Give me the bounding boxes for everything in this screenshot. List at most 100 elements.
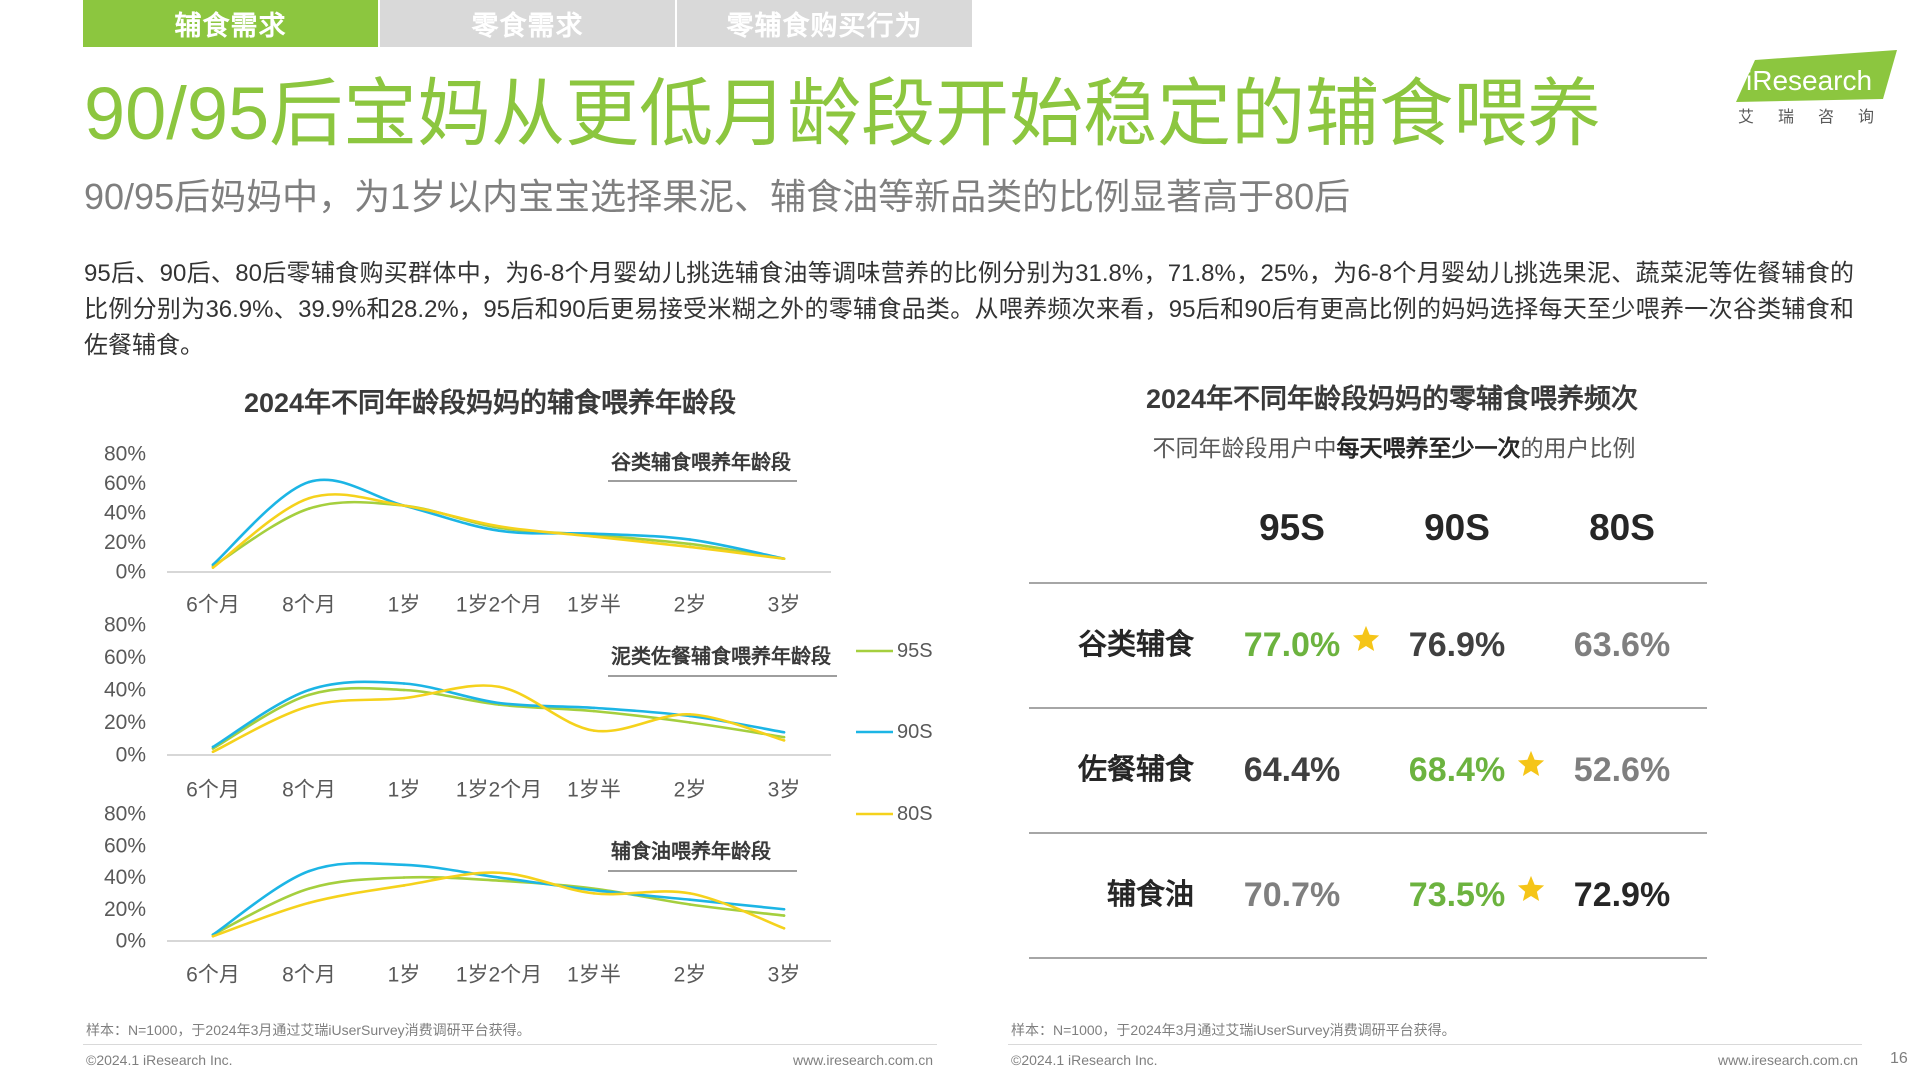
row-label: 辅食油 xyxy=(1106,879,1194,911)
iresearch-logo: iResearch xyxy=(1736,50,1897,102)
website-link-right[interactable]: www.iresearch.com.cn xyxy=(1717,1052,1858,1068)
table-value-95s: 70.7% xyxy=(1243,876,1341,914)
data-point-95s xyxy=(307,507,311,510)
panel-title: 谷类辅食喂养年龄段 xyxy=(611,450,791,474)
frequency-table-subtitle: 不同年龄段用户中每天喂养至少一次的用户比例 xyxy=(1044,433,1744,463)
data-point-90s xyxy=(782,907,786,911)
data-point-80s xyxy=(497,524,501,528)
data-point-80s xyxy=(782,739,786,742)
age-chart-panel-2: 80% 60% 40% 20% 0% 6个月 8个月 1岁 1岁2个月 1岁半 2岁 3岁 泥类佐餐辅食… xyxy=(104,614,837,802)
x-tick-label: 2岁 xyxy=(674,964,707,987)
data-point-80s xyxy=(497,871,501,875)
x-tick-label: 1岁半 xyxy=(567,594,621,617)
x-tick-label: 6个月 xyxy=(186,594,240,617)
data-point-80s xyxy=(211,750,215,754)
footer-divider-left xyxy=(83,1044,937,1045)
star-icon xyxy=(1517,750,1545,776)
star-shape xyxy=(1517,750,1545,776)
y-tick-label: 20% xyxy=(104,531,146,554)
x-tick-label: 1岁2个月 xyxy=(456,779,542,802)
x-tick-label: 8个月 xyxy=(282,964,336,987)
data-point-80s xyxy=(402,696,406,700)
subtitle-part-emphasis: 每天喂养至少一次 xyxy=(1336,435,1521,461)
y-tick-label: 20% xyxy=(104,898,146,921)
data-point-80s xyxy=(307,496,311,500)
data-point-95s xyxy=(688,542,692,546)
source-note-left: 样本：N=1000，于2024年3月通过艾瑞iUserSurvey消费调研平台获… xyxy=(86,1022,531,1038)
column-header-95s: 95S xyxy=(1259,507,1325,548)
footer-divider-right xyxy=(1008,1044,1862,1045)
x-tick-label: 8个月 xyxy=(282,594,336,617)
data-point-90s xyxy=(592,888,596,892)
data-point-90s xyxy=(592,532,596,535)
page-subtitle: 90/95后妈妈中，为1岁以内宝宝选择果泥、辅食油等新品类的比例显著高于80后 xyxy=(84,176,1351,217)
data-point-80s xyxy=(497,685,501,689)
copyright-left: ©2024.1 iResearch Inc. xyxy=(86,1052,233,1068)
y-tick-label: 20% xyxy=(104,711,146,734)
table-value-95s: 77.0% xyxy=(1243,626,1341,664)
tab-complementary-food-demand[interactable]: 辅食需求 xyxy=(83,0,378,47)
table-value-90s: 73.5% xyxy=(1408,876,1506,914)
logo-wordmark: iResearch xyxy=(1746,65,1872,96)
summary-paragraph: 95后、90后、80后零辅食购买群体中，为6-8个月婴幼儿挑选辅食油等调味营养的… xyxy=(84,260,1854,359)
data-point-90s xyxy=(497,529,501,532)
data-point-80s xyxy=(592,729,596,732)
x-tick-label: 1岁 xyxy=(388,779,421,802)
star-icon xyxy=(1517,875,1545,901)
panel-title: 辅食油喂养年龄段 xyxy=(611,839,771,863)
data-point-90s xyxy=(211,745,215,749)
subtitle-part-tail: 的用户比例 xyxy=(1520,435,1636,461)
data-point-90s xyxy=(592,706,596,710)
page-number: 16 xyxy=(1890,1050,1908,1067)
feeding-age-line-charts: 80% 60% 40% 20% 0% 6个月 8个月 1岁 1岁2个月 1岁半 2岁 3岁 谷类辅食喂养… xyxy=(104,443,933,987)
row-label: 佐餐辅食 xyxy=(1077,754,1194,786)
subtitle-part-lead: 不同年龄段用户中 xyxy=(1152,435,1337,461)
series-line-90s xyxy=(211,478,786,566)
data-point-80s xyxy=(592,535,596,538)
x-tick-label: 6个月 xyxy=(186,779,240,802)
page-title: 90/95后宝妈从更低月龄段开始稳定的辅食喂养 xyxy=(84,72,1602,155)
y-tick-label: 60% xyxy=(104,646,146,669)
data-point-90s xyxy=(688,538,692,541)
data-point-95s xyxy=(782,735,786,739)
column-header-80s: 80S xyxy=(1589,507,1655,548)
y-tick-label: 40% xyxy=(104,866,146,889)
data-point-90s xyxy=(688,898,692,902)
table-value-80s: 52.6% xyxy=(1573,751,1671,789)
x-tick-label: 1岁半 xyxy=(567,779,621,802)
data-point-90s xyxy=(497,701,501,705)
tab-snack-demand[interactable]: 零食需求 xyxy=(380,0,675,47)
source-note-right: 样本：N=1000，于2024年3月通过艾瑞iUserSurvey消费调研平台获… xyxy=(1011,1022,1456,1038)
data-point-90s xyxy=(307,688,311,692)
data-point-80s xyxy=(782,927,786,930)
row-label: 谷类辅食 xyxy=(1077,629,1194,661)
table-rule xyxy=(1029,582,1707,584)
data-point-80s xyxy=(782,557,786,561)
x-tick-label: 8个月 xyxy=(282,779,336,802)
frequency-table-title: 2024年不同年龄段妈妈的零辅食喂养频次 xyxy=(1145,384,1639,414)
website-link-left[interactable]: www.iresearch.com.cn xyxy=(792,1052,933,1068)
data-point-90s xyxy=(307,480,311,484)
data-point-95s xyxy=(402,876,406,879)
x-tick-label: 2岁 xyxy=(674,594,707,617)
data-point-95s xyxy=(688,721,692,724)
x-tick-label: 3岁 xyxy=(768,964,801,987)
data-point-95s xyxy=(592,709,596,713)
table-value-90s: 76.9% xyxy=(1408,626,1506,664)
data-point-80s xyxy=(402,504,406,507)
star-shape xyxy=(1517,875,1545,901)
data-point-80s xyxy=(688,545,692,549)
data-point-95s xyxy=(402,688,406,692)
tab-purchase-behavior[interactable]: 零辅食购买行为 xyxy=(677,0,972,47)
data-point-80s xyxy=(211,566,215,569)
table-rule xyxy=(1029,707,1707,709)
logo-banner-shape xyxy=(1736,50,1897,102)
x-tick-label: 1岁 xyxy=(388,964,421,987)
table-value-80s: 63.6% xyxy=(1573,626,1671,664)
data-point-80s xyxy=(688,713,692,716)
data-point-80s xyxy=(211,934,215,938)
star-icon xyxy=(1352,625,1380,651)
star-shape xyxy=(1352,625,1380,651)
logo-subtext: 艾瑞咨询 xyxy=(1738,109,1899,126)
data-point-90s xyxy=(782,730,786,734)
